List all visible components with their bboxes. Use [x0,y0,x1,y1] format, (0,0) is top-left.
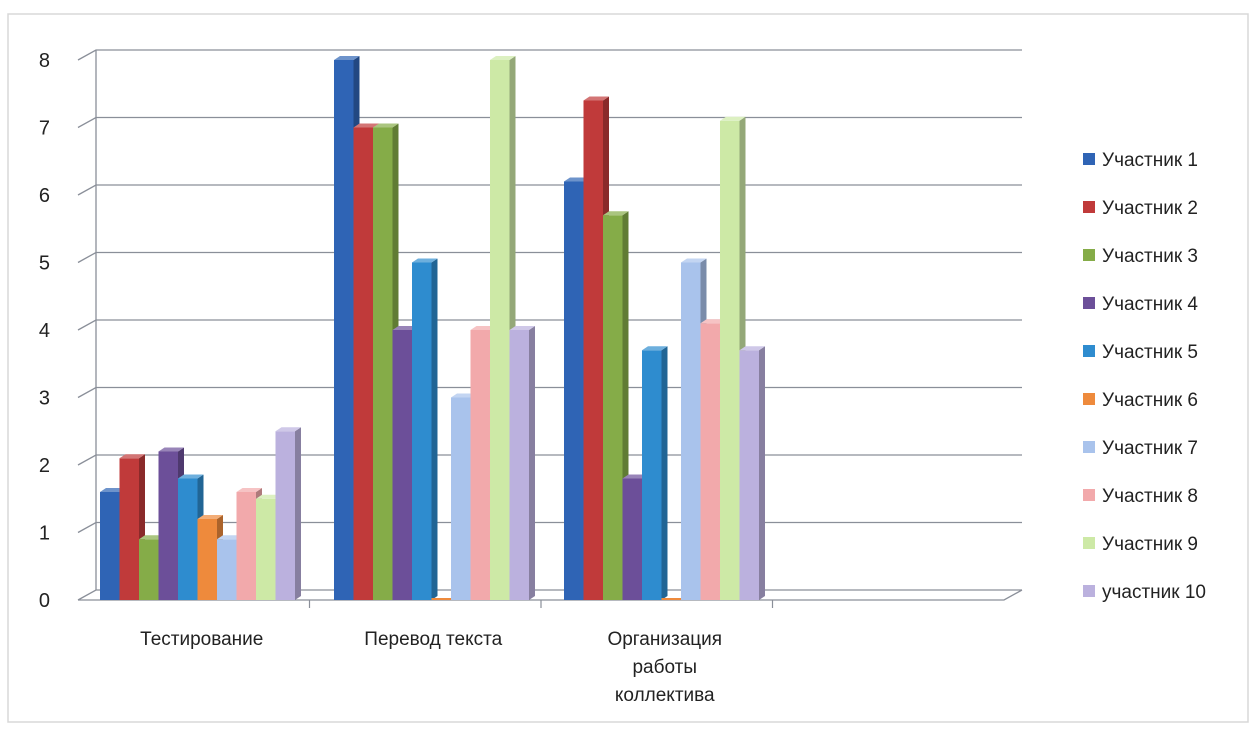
legend-label: Участник 4 [1102,294,1198,315]
y-tick-label: 2 [39,455,50,477]
bar [642,346,668,600]
bar [661,598,681,600]
legend: Участник 1 Участник 2 Участник 3 Участник 4… [1083,150,1206,603]
legend-item: Участник 6 [1083,390,1198,411]
legend-swatch [1083,345,1095,357]
y-tick-label: 5 [39,253,50,275]
x-category-label: Тестирование [140,629,263,650]
bar [490,56,516,600]
y-tick-label: 8 [39,50,50,72]
legend-swatch [1083,249,1095,261]
legend-label: Участник 1 [1102,150,1198,171]
legend-swatch [1083,201,1095,213]
legend-swatch [1083,297,1095,309]
y-tick-label: 4 [39,320,50,342]
y-tick-label: 1 [39,523,50,545]
legend-swatch [1083,153,1095,165]
legend-item: Участник 8 [1083,486,1198,507]
x-axis-categories: Тестирование Перевод текста Организация раб… [140,629,722,706]
x-category-label: Перевод текста [364,629,502,650]
legend-label: Участник 7 [1102,438,1198,459]
legend-swatch [1083,489,1095,501]
legend-item: участник 10 [1083,582,1206,603]
legend-item: Участник 7 [1083,438,1198,459]
bar [412,258,438,600]
legend-label: Участник 9 [1102,534,1198,555]
bar [275,427,301,600]
legend-swatch [1083,537,1095,549]
legend-item: Участник 9 [1083,534,1198,555]
legend-item: Участник 5 [1083,342,1198,363]
y-tick-label: 7 [39,118,50,140]
legend-label: Участник 6 [1102,390,1198,411]
legend-label: Участник 5 [1102,342,1198,363]
bars [100,56,765,600]
x-category-label: Организация работы коллектива [607,629,722,706]
legend-swatch [1083,393,1095,405]
y-tick-label: 6 [39,185,50,207]
y-tick-label: 3 [39,388,50,410]
legend-item: Участник 2 [1083,198,1198,219]
y-axis-ticks: 0 1 2 3 4 5 6 7 8 [39,50,50,612]
legend-item: Участник 1 [1083,150,1198,171]
legend-swatch [1083,441,1095,453]
legend-label: Участник 3 [1102,246,1198,267]
legend-item: Участник 3 [1083,246,1198,267]
legend-swatch [1083,585,1095,597]
y-tick-label: 0 [39,590,50,612]
legend-label: участник 10 [1102,582,1206,603]
bar [739,346,765,600]
bar [431,598,451,600]
bar [509,326,535,600]
legend-item: Участник 4 [1083,294,1198,315]
legend-label: Участник 8 [1102,486,1198,507]
legend-label: Участник 2 [1102,198,1198,219]
